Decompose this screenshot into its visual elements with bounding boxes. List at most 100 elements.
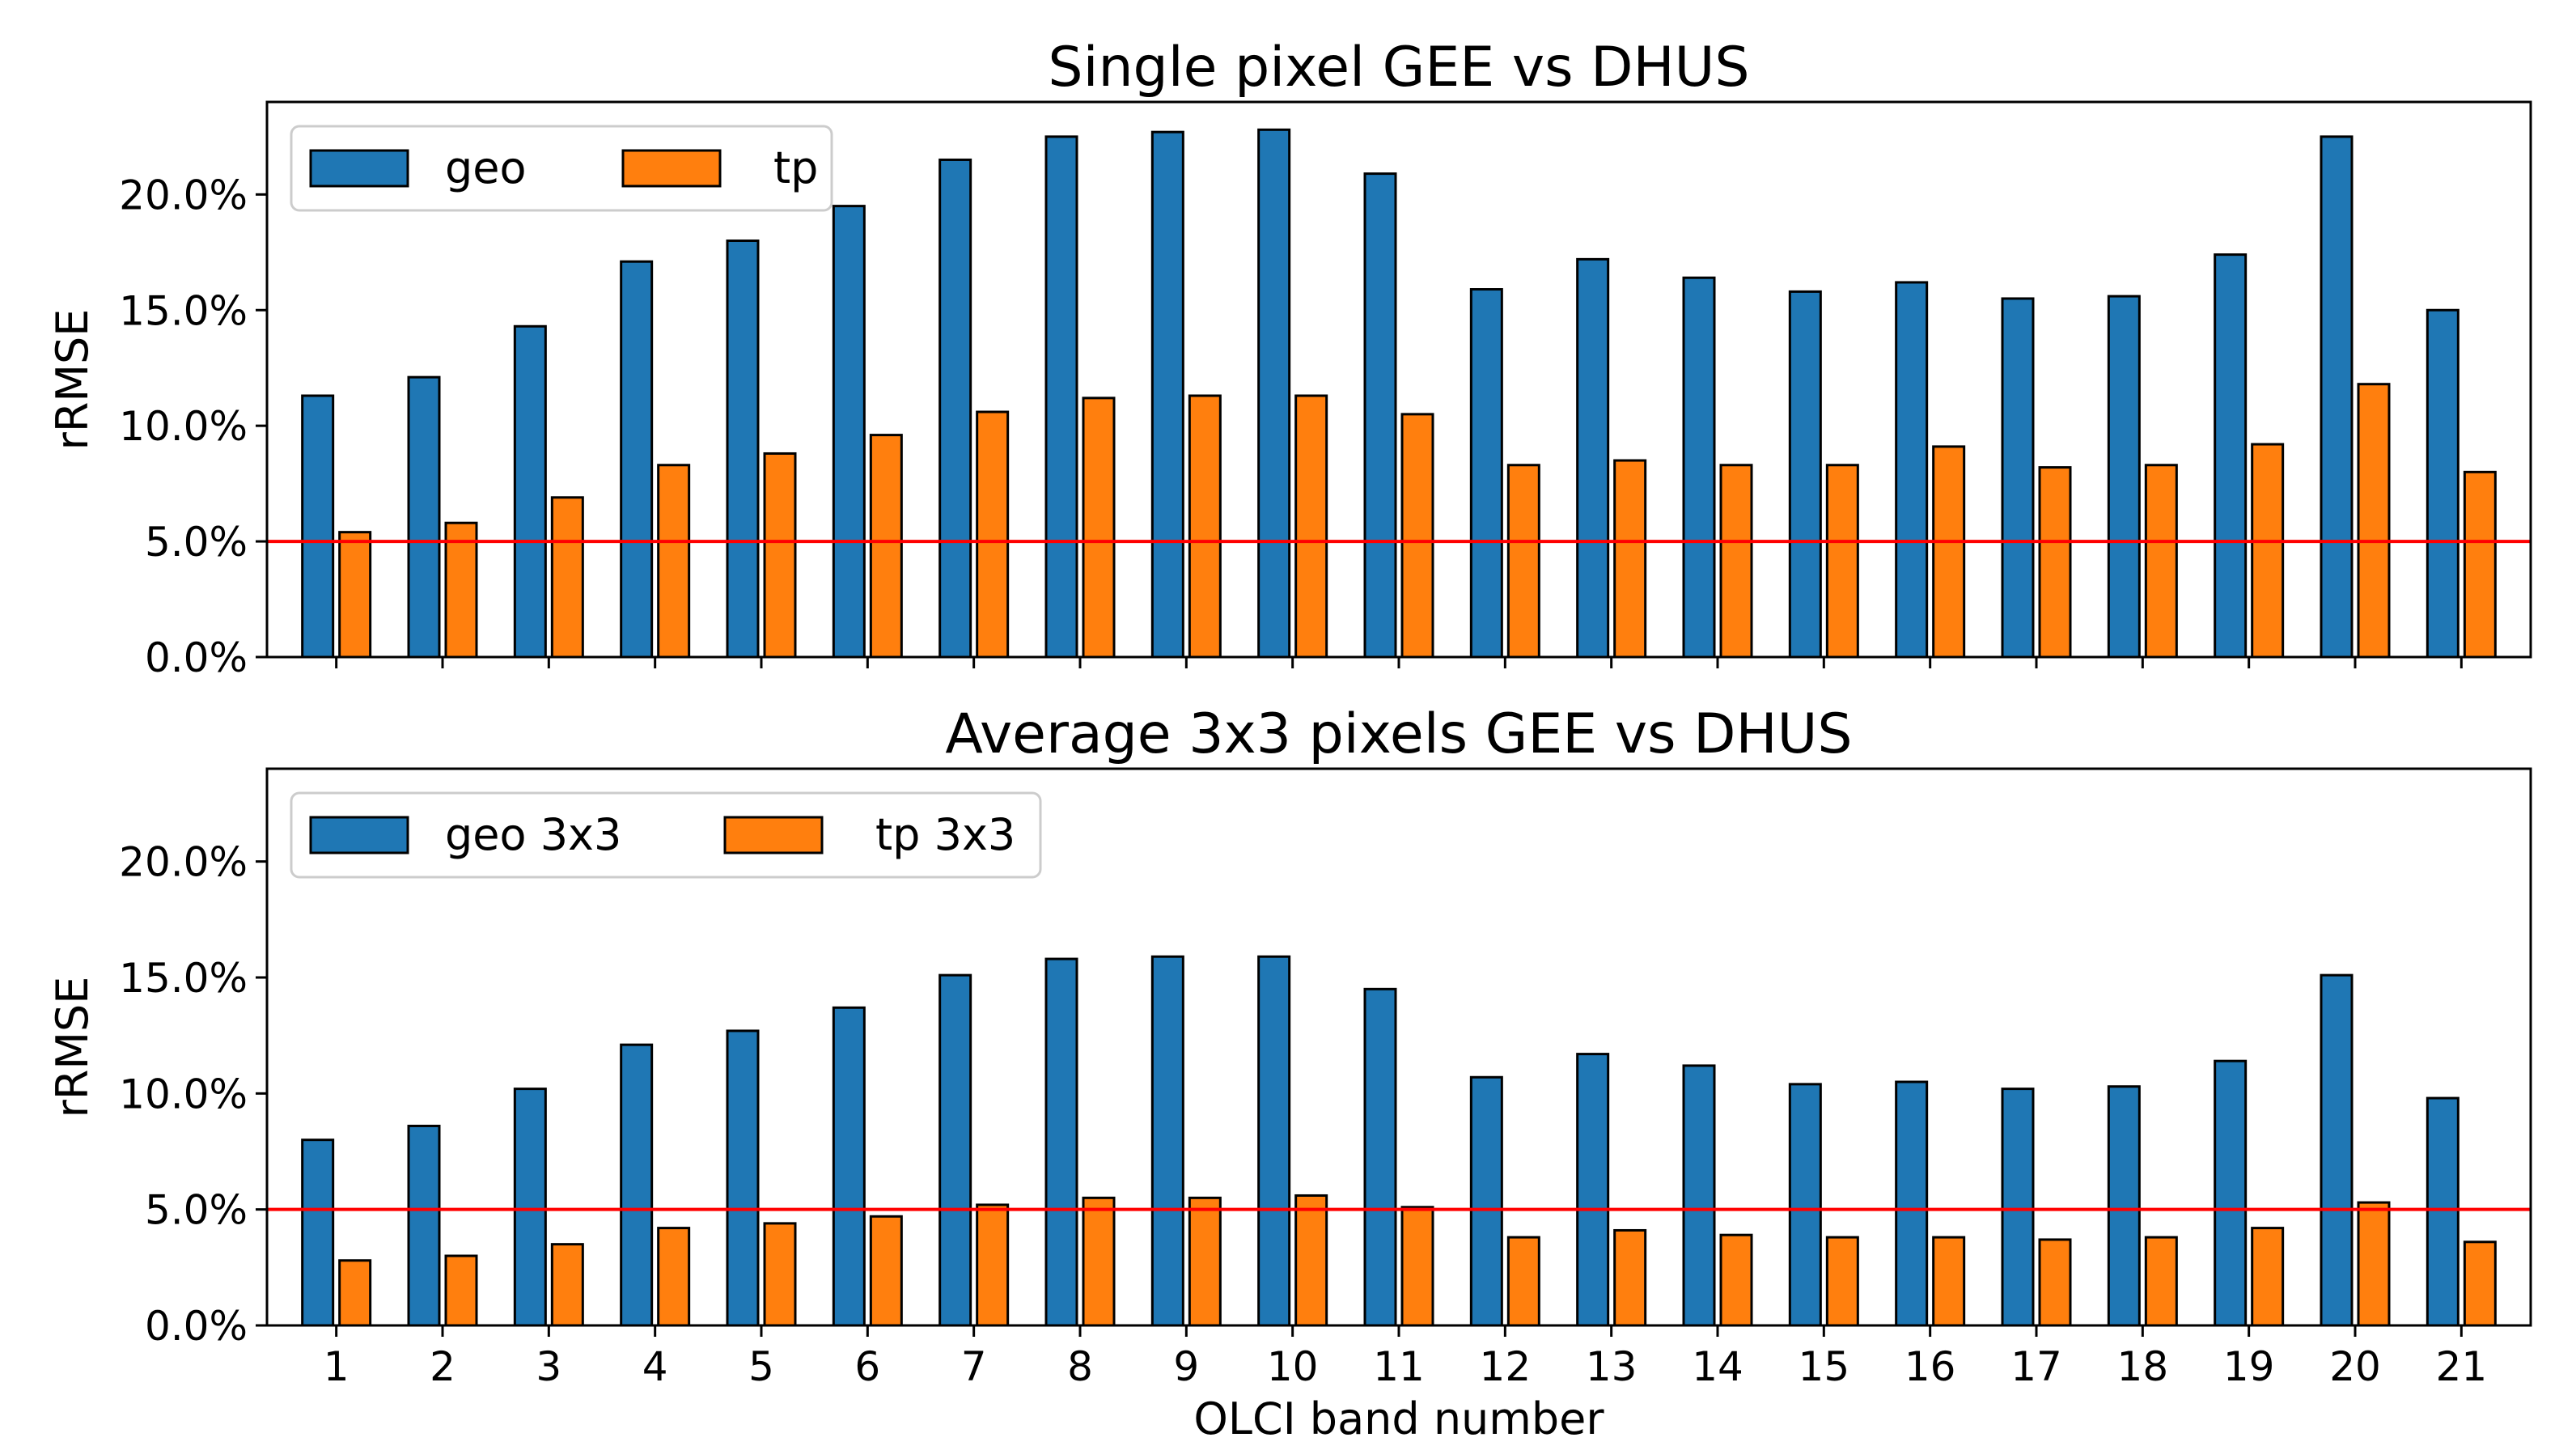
bar-geo-3x3-band-21 (2426, 1096, 2459, 1327)
y-tick-label: 5.0% (145, 519, 248, 566)
y-tick-label: 10.0% (119, 403, 248, 450)
y-tick-label: 0.0% (145, 1303, 248, 1350)
bar-tp-3x3-band-7 (976, 1203, 1010, 1327)
bar-tp-band-9 (1188, 394, 1222, 659)
bar-tp-3x3-band-2 (444, 1254, 478, 1327)
bar-geo-3x3-band-3 (513, 1088, 547, 1327)
x-tick-label: 11 (1373, 1343, 1425, 1390)
x-tick-label: 1 (324, 1343, 350, 1390)
bar-geo-band-13 (1576, 257, 1610, 659)
bar-tp-3x3-band-8 (1082, 1196, 1116, 1327)
bar-geo-3x3-band-12 (1469, 1075, 1503, 1327)
bar-geo-band-18 (2107, 295, 2141, 659)
chart-title: Average 3x3 pixels GEE vs DHUS (945, 702, 1852, 766)
x-tick-label: 15 (1799, 1343, 1850, 1390)
bar-geo-3x3-band-13 (1576, 1053, 1610, 1327)
bar-tp-3x3-band-20 (2357, 1201, 2391, 1327)
y-tick-label: 10.0% (119, 1071, 248, 1117)
y-tick-label: 15.0% (119, 955, 248, 1002)
bar-tp-band-11 (1400, 413, 1434, 659)
bar-tp-band-6 (869, 434, 903, 659)
bar-geo-3x3-band-1 (301, 1139, 335, 1327)
bar-tp-3x3-band-10 (1294, 1194, 1328, 1327)
x-tick-label: 17 (2010, 1343, 2062, 1390)
bar-tp-band-3 (550, 496, 584, 659)
x-tick-label: 9 (1173, 1343, 1199, 1390)
x-tick-label: 2 (430, 1343, 455, 1390)
bar-tp-3x3-band-21 (2463, 1240, 2497, 1327)
bar-geo-band-16 (1895, 281, 1929, 659)
bar-geo-3x3-band-8 (1044, 957, 1078, 1327)
legend-label-geo-3x3: geo 3x3 (445, 809, 621, 860)
legend-box (290, 125, 833, 212)
bar-tp-3x3-band-5 (763, 1222, 797, 1327)
legend-box (290, 791, 1042, 879)
bar-tp-3x3-band-15 (1825, 1236, 1859, 1327)
bar-tp-3x3-band-13 (1613, 1228, 1647, 1327)
bar-tp-band-17 (2038, 466, 2072, 659)
x-tick-label: 5 (748, 1343, 774, 1390)
y-tick-label: 20.0% (119, 839, 248, 886)
bar-geo-band-9 (1150, 130, 1184, 659)
bar-geo-3x3-band-18 (2107, 1085, 2141, 1327)
y-tick-label: 20.0% (119, 172, 248, 218)
bar-tp-band-5 (763, 452, 797, 659)
legend: geo tp (290, 125, 833, 212)
bar-tp-3x3-band-14 (1719, 1233, 1753, 1327)
x-tick-label: 13 (1586, 1343, 1638, 1390)
bar-geo-band-14 (1682, 276, 1716, 659)
bar-tp-band-1 (338, 531, 372, 659)
bar-geo-3x3-band-9 (1150, 955, 1184, 1327)
bar-geo-band-1 (301, 394, 335, 659)
bar-tp-band-19 (2251, 443, 2285, 659)
bar-geo-band-8 (1044, 135, 1078, 659)
bar-tp-3x3-band-1 (338, 1259, 372, 1327)
bar-tp-band-8 (1082, 396, 1116, 659)
y-tick-label: 15.0% (119, 287, 248, 334)
bar-geo-3x3-band-7 (938, 973, 972, 1327)
bar-geo-3x3-band-17 (2001, 1088, 2035, 1327)
bar-geo-3x3-band-14 (1682, 1064, 1716, 1327)
legend: geo 3x3 tp 3x3 (290, 791, 1042, 879)
bar-geo-band-3 (513, 324, 547, 659)
x-tick-label: 3 (536, 1343, 561, 1390)
x-tick-label: 10 (1267, 1343, 1319, 1390)
x-tick-label: 7 (961, 1343, 987, 1390)
bar-tp-3x3-band-9 (1188, 1196, 1222, 1327)
x-tick-label: 16 (1904, 1343, 1956, 1390)
bar-tp-band-21 (2463, 470, 2497, 659)
bar-tp-band-12 (1506, 464, 1540, 659)
bar-tp-3x3-band-3 (550, 1243, 584, 1327)
bar-tp-band-14 (1719, 464, 1753, 659)
bar-geo-band-20 (2320, 135, 2354, 659)
x-tick-label: 6 (854, 1343, 880, 1390)
bar-geo-band-15 (1788, 290, 1822, 659)
bar-tp-3x3-band-17 (2038, 1238, 2072, 1327)
bar-geo-band-21 (2426, 308, 2459, 659)
bar-geo-3x3-band-5 (726, 1029, 760, 1327)
chart-average-3x3: Average 3x3 pixels GEE vs DHUS rRMSE 0.0% 5… (47, 702, 2532, 1444)
bar-geo-3x3-band-19 (2214, 1059, 2248, 1327)
x-tick-label: 21 (2436, 1343, 2488, 1390)
bar-geo-3x3-band-11 (1363, 987, 1397, 1327)
legend-swatch-tp-3x3 (723, 816, 824, 854)
legend-swatch-geo-3x3 (309, 816, 409, 854)
bar-geo-3x3-band-15 (1788, 1083, 1822, 1327)
bar-geo-band-2 (407, 375, 441, 659)
bar-tp-band-16 (1932, 445, 1966, 659)
bar-geo-band-17 (2001, 297, 2035, 659)
bar-geo-band-4 (620, 260, 654, 659)
bar-geo-3x3-band-6 (832, 1006, 866, 1327)
plot-frame (265, 100, 2532, 659)
y-axis-label: rRMSE (47, 309, 98, 451)
y-axis-label: rRMSE (47, 977, 98, 1118)
x-tick-label: 14 (1692, 1343, 1743, 1390)
bar-tp-3x3-band-12 (1506, 1236, 1540, 1327)
bar-geo-band-6 (832, 205, 866, 659)
bar-tp-3x3-band-11 (1400, 1206, 1434, 1327)
bar-tp-band-7 (976, 410, 1010, 659)
bar-tp-band-4 (657, 464, 691, 659)
bar-tp-band-2 (444, 521, 478, 659)
bar-tp-3x3-band-6 (869, 1215, 903, 1327)
bar-tp-band-18 (2144, 464, 2178, 659)
